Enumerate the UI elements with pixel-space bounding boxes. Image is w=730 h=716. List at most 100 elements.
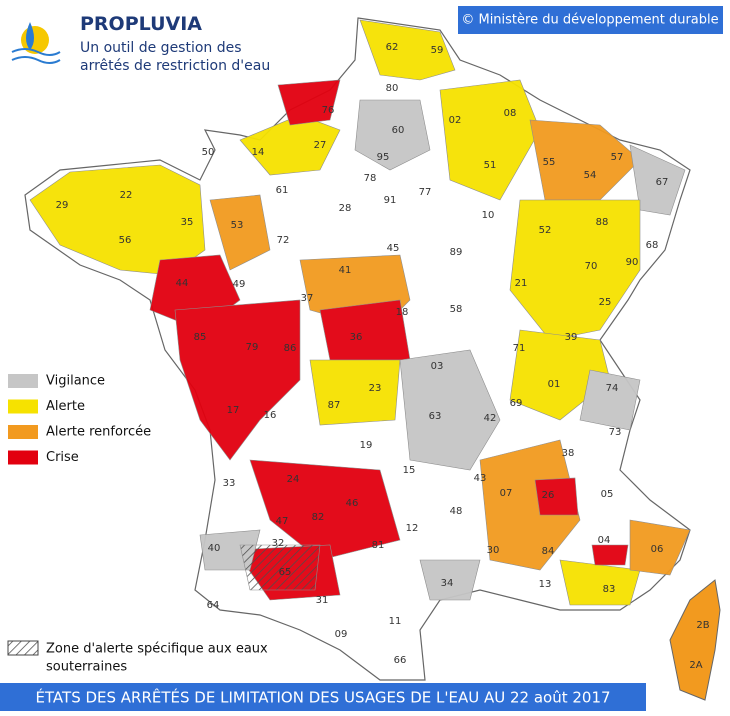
legend-swatch (8, 425, 38, 439)
department-label: 23 (369, 383, 382, 394)
legend-label: Vigilance (46, 374, 105, 389)
zones (29, 19, 691, 606)
department-label: 08 (504, 108, 517, 119)
department-label: 25 (599, 297, 612, 308)
copyright: © Ministère du développement durable (461, 13, 718, 28)
subtitle: Un outil de gestion des (80, 40, 242, 56)
legend-swatch (8, 450, 38, 465)
department-label: 82 (312, 512, 325, 523)
department-label: 17 (227, 405, 240, 416)
legend-note: Zone d'alerte spécifique aux eaux (46, 642, 268, 657)
department-label: 27 (314, 140, 327, 151)
department-label: 31 (316, 595, 329, 606)
legend-swatch (8, 399, 38, 414)
department-label: 35 (181, 217, 194, 228)
department-label: 34 (441, 578, 454, 589)
department-label: 11 (389, 616, 402, 627)
department-label: 33 (223, 478, 236, 489)
department-label: 04 (598, 535, 611, 546)
department-label: 78 (364, 173, 377, 184)
department-label: 57 (611, 152, 624, 163)
department-label: 72 (277, 235, 290, 246)
department-label: 84 (542, 546, 555, 557)
department-label: 90 (626, 257, 639, 268)
logo (11, 22, 61, 64)
department-label: 87 (328, 400, 341, 411)
department-label: 21 (515, 278, 528, 289)
department-label: 70 (585, 261, 598, 272)
footer-text: ÉTATS DES ARRÊTÉS DE LIMITATION DES USAG… (35, 688, 610, 707)
department-label: 10 (482, 210, 495, 221)
department-label: 18 (396, 307, 409, 318)
department-label: 45 (387, 243, 400, 254)
department-label: 51 (484, 160, 497, 171)
legend: Vigilance Alerte Alerte renforcée Crise (8, 374, 151, 465)
department-label: 15 (403, 465, 416, 476)
department-label: 68 (646, 240, 659, 251)
department-label: 60 (392, 125, 405, 136)
department-label: 40 (208, 543, 221, 554)
department-label: 16 (264, 410, 277, 421)
department-label: 71 (513, 343, 526, 354)
department-label: 46 (346, 498, 359, 509)
department-label: 39 (565, 332, 578, 343)
department-label: 52 (539, 225, 552, 236)
department-label: 61 (276, 185, 289, 196)
department-label: 26 (542, 490, 555, 501)
department-label: 56 (119, 235, 132, 246)
department-label: 06 (651, 544, 664, 555)
department-label: 43 (474, 473, 487, 484)
department-label: 50 (202, 147, 215, 158)
department-label: 85 (194, 332, 207, 343)
department-label: 79 (246, 342, 259, 353)
department-label: 62 (386, 42, 399, 53)
hatch-swatch (7, 640, 39, 656)
subtitle: arrêtés de restriction d'eau (80, 58, 270, 74)
department-label: 07 (500, 488, 513, 499)
title: PROPLUVIA (80, 13, 202, 35)
department-label: 32 (272, 538, 285, 549)
department-label: 63 (429, 411, 442, 422)
department-label: 88 (596, 217, 609, 228)
department-label: 48 (450, 506, 463, 517)
department-label: 80 (386, 83, 399, 94)
department-label: 01 (548, 379, 561, 390)
department-label: 13 (539, 579, 552, 590)
department-label: 86 (284, 343, 297, 354)
department-label: 49 (233, 279, 246, 290)
department-label: 59 (431, 45, 444, 56)
department-label: 22 (120, 190, 133, 201)
department-label: 55 (543, 157, 556, 168)
department-label: 76 (322, 105, 335, 116)
corsica (669, 579, 721, 701)
department-label: 14 (252, 147, 265, 158)
department-label: 37 (301, 293, 314, 304)
department-label: 83 (603, 584, 616, 595)
department-label: 30 (487, 545, 500, 556)
department-label: 54 (584, 170, 597, 181)
department-label: 91 (384, 195, 397, 206)
legend-swatch (8, 374, 38, 388)
department-label: 41 (339, 265, 352, 276)
department-label: 69 (510, 398, 523, 409)
department-label: 67 (656, 177, 669, 188)
department-label: 44 (176, 278, 189, 289)
department-label: 36 (350, 332, 363, 343)
department-label: 53 (231, 220, 244, 231)
department-label: 58 (450, 304, 463, 315)
legend-label: Alerte renforcée (46, 425, 151, 440)
department-label: 02 (449, 115, 462, 126)
department-label: 95 (377, 152, 390, 163)
department-label: 42 (484, 413, 497, 424)
department-label: 05 (601, 489, 614, 500)
department-label: 47 (276, 516, 289, 527)
department-label: 2A (689, 660, 702, 671)
department-label: 38 (562, 448, 575, 459)
footer-banner (0, 683, 646, 711)
department-label: 2B (696, 620, 709, 631)
legend-label: Alerte (46, 399, 85, 414)
department-label: 77 (419, 187, 432, 198)
header: PROPLUVIA Un outil de gestion des arrêté… (11, 13, 270, 74)
department-label: 64 (207, 600, 220, 611)
